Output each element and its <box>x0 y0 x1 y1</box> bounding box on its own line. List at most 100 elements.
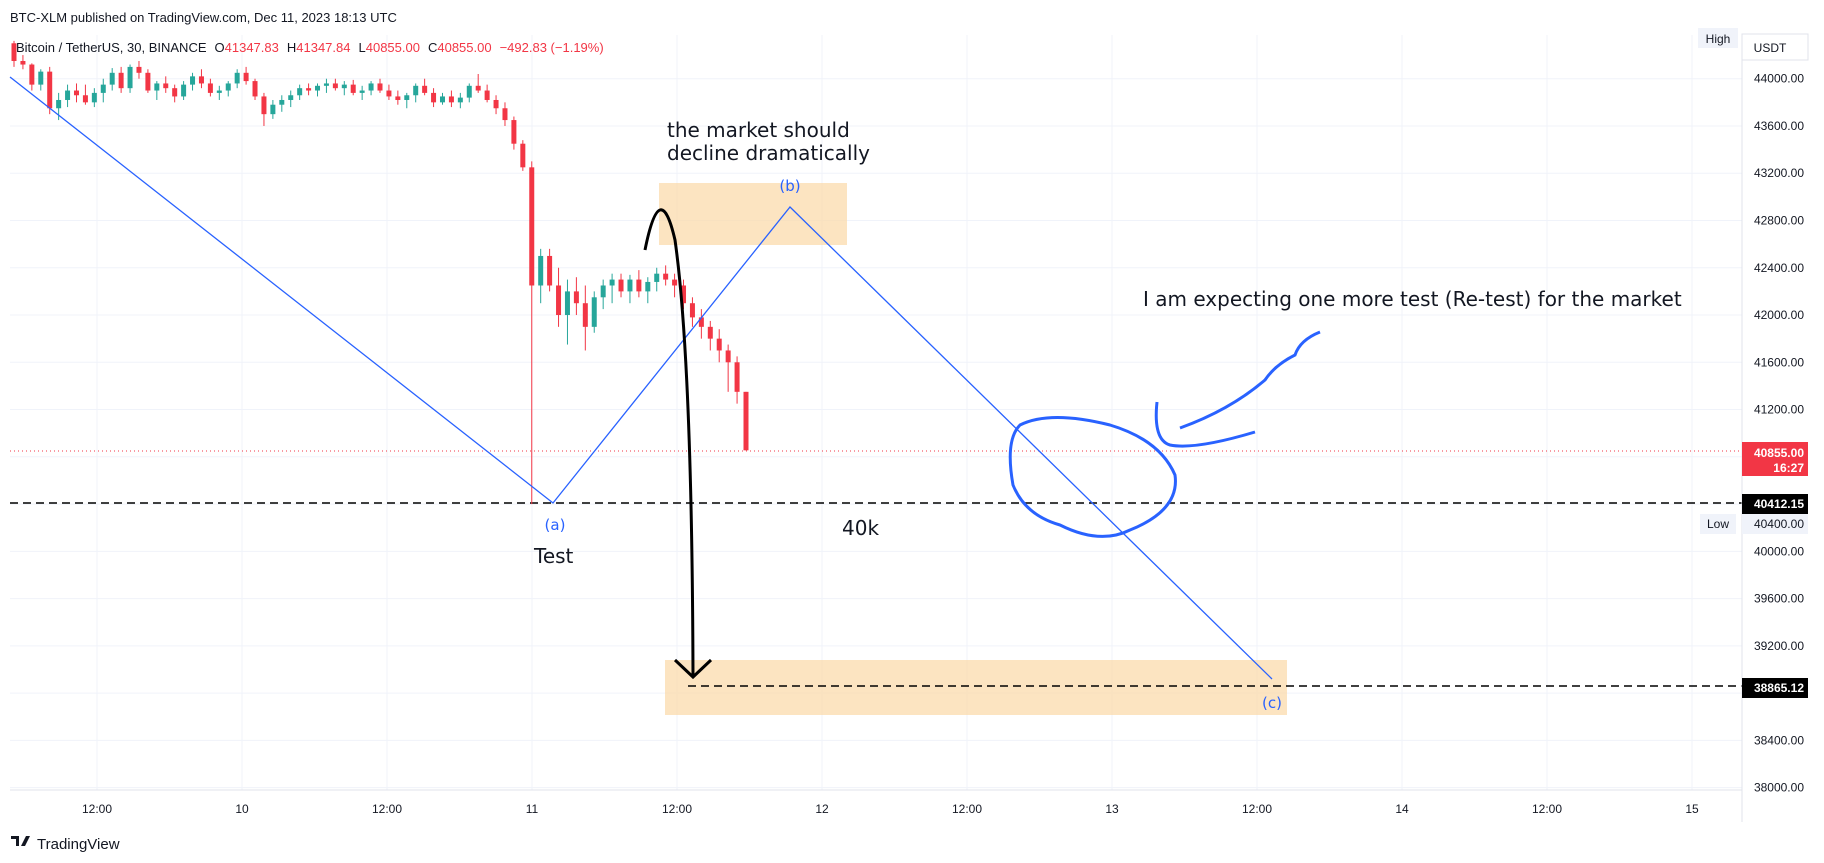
close-value: 40855.00 <box>437 40 491 55</box>
candlestick-series <box>11 40 749 505</box>
candle-body <box>56 99 62 109</box>
high-label: High <box>1706 32 1731 46</box>
currency-label: USDT <box>1754 41 1787 55</box>
low-value: 40855.00 <box>366 40 420 55</box>
retest-circle-drawing[interactable] <box>1008 416 1177 538</box>
retest-hook-drawing[interactable] <box>1154 401 1256 448</box>
decline-arrowhead <box>673 658 713 680</box>
abc-wave-line[interactable] <box>9 76 1273 680</box>
y-tick-label: 42400.00 <box>1754 261 1804 275</box>
tradingview-logo[interactable]: TradingView <box>11 836 120 853</box>
target-zone[interactable] <box>665 660 1287 715</box>
y-tick-label: 38400.00 <box>1754 733 1804 747</box>
y-tick-label: 42800.00 <box>1754 214 1804 228</box>
y-tick-label: 42000.00 <box>1754 308 1804 322</box>
candle-body <box>573 291 579 304</box>
candle-body <box>663 273 669 280</box>
level-tag-38865-label: 38865.12 <box>1754 681 1804 695</box>
annotation-test[interactable]: Test <box>533 544 574 568</box>
annotation-retest[interactable]: I am expecting one more test (Re-test) f… <box>1143 287 1682 311</box>
candle-body <box>368 83 374 91</box>
time-axis[interactable]: 12:00 10 12:00 11 12:00 12 12:00 13 12:00 14 12:00… <box>82 802 1699 816</box>
x-tick-label: 13 <box>1105 802 1119 816</box>
candle-body <box>520 143 526 168</box>
candle-body <box>225 83 231 91</box>
candle-body <box>511 120 517 144</box>
candle-body <box>377 83 383 91</box>
x-tick-label: 15 <box>1685 802 1699 816</box>
candle-body <box>386 90 392 97</box>
candle-body <box>172 88 178 97</box>
x-tick-label: 11 <box>526 802 539 816</box>
x-tick-label: 12:00 <box>1242 802 1272 816</box>
candle-body <box>279 99 285 105</box>
candle-body <box>618 279 624 292</box>
candle-body <box>252 81 258 97</box>
candle-body <box>547 255 553 286</box>
symbol-info[interactable]: Bitcoin / TetherUS, 30, BINANCE O41347.83… <box>16 40 604 55</box>
candle-body <box>288 95 294 100</box>
supply-zone[interactable] <box>659 183 847 245</box>
candle-body <box>466 85 472 98</box>
annotation-decline-line1[interactable]: the market should <box>667 118 850 142</box>
candle-body <box>475 85 481 91</box>
wave-point-b-label: (b) <box>779 177 800 195</box>
candle-body <box>118 72 124 89</box>
candle-body <box>645 281 651 292</box>
y-tick-label: 38000.00 <box>1754 781 1804 795</box>
candle-body <box>681 285 687 304</box>
candle-body <box>261 96 267 115</box>
last-price-countdown: 16:27 <box>1773 461 1804 475</box>
candle-body <box>154 83 160 91</box>
candle-body <box>82 95 88 103</box>
annotation-decline-line2[interactable]: decline dramatically <box>667 141 870 165</box>
candle-body <box>627 279 633 292</box>
candle-body <box>359 90 365 93</box>
candle-body <box>163 83 169 89</box>
candle-body <box>91 92 97 103</box>
candle-body <box>109 72 115 85</box>
candle-body <box>734 362 740 392</box>
low-button[interactable] <box>1700 514 1736 534</box>
candle-body <box>529 167 535 286</box>
candle-body <box>591 297 597 327</box>
y-tick-label: 40000.00 <box>1754 544 1804 558</box>
y-tick-label: 39200.00 <box>1754 639 1804 653</box>
y-tick-label: 44000.00 <box>1754 72 1804 86</box>
candle-body <box>73 90 79 96</box>
close-label: C <box>428 40 437 55</box>
candle-body <box>341 84 347 89</box>
candle-body <box>11 43 17 61</box>
decline-arrow[interactable] <box>643 208 695 676</box>
y-tick-label: 39600.00 <box>1754 592 1804 606</box>
candle-body <box>234 72 240 84</box>
candle-body <box>707 326 713 339</box>
retest-arrow-drawing[interactable] <box>1179 330 1321 430</box>
candle-body <box>350 84 356 93</box>
candle-body <box>716 338 722 351</box>
candle-body <box>65 90 71 100</box>
candle-body <box>689 303 695 318</box>
candle-body <box>29 64 35 85</box>
change-value: −492.83 (−1.19%) <box>500 40 604 55</box>
candle-body <box>457 97 463 103</box>
x-tick-label: 12:00 <box>1532 802 1562 816</box>
high-button[interactable] <box>1698 28 1738 48</box>
currency-button[interactable] <box>1741 33 1809 61</box>
high-label-ohlc: H <box>287 40 296 55</box>
candle-body <box>600 285 606 298</box>
y-tick-label: 41600.00 <box>1754 355 1804 369</box>
candle-body <box>556 285 562 316</box>
candle-body <box>698 317 704 327</box>
candle-body <box>323 83 329 86</box>
annotation-40k[interactable]: 40k <box>842 516 879 540</box>
candle-body <box>439 96 445 103</box>
wave-point-a-label: (a) <box>545 516 566 534</box>
candle-body <box>100 84 106 93</box>
high-value: 41347.84 <box>296 40 350 55</box>
candle-body <box>538 255 544 286</box>
x-tick-label: 14 <box>1395 802 1409 816</box>
candle-body <box>609 279 615 286</box>
candle-body <box>422 85 428 93</box>
